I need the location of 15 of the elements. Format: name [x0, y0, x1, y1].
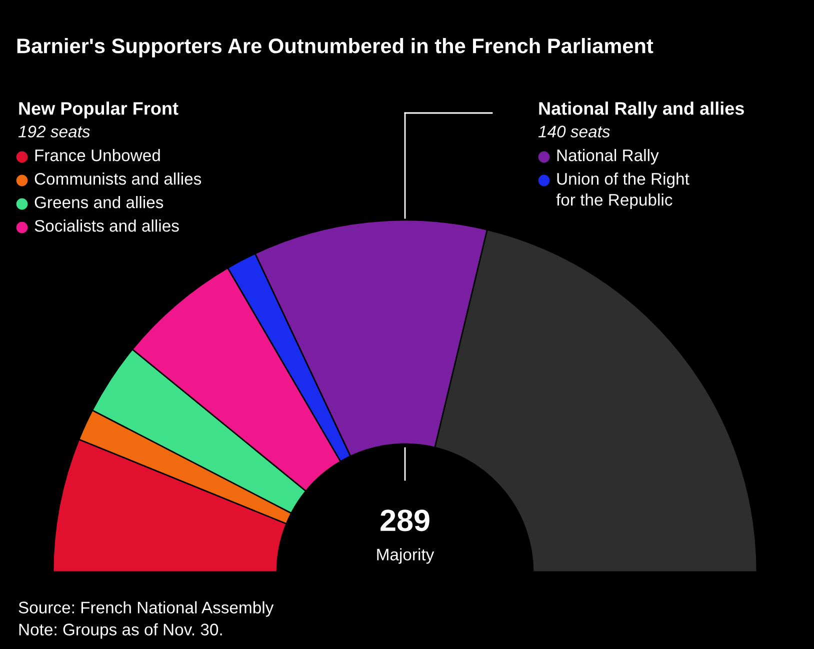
- source-note: Source: French National Assembly: [18, 601, 274, 617]
- text: National Rally and allies: [539, 102, 744, 118]
- text: Note: Groups as of Nov. 30.: [19, 623, 222, 639]
- legend-label: France Unbowed: [35, 149, 160, 162]
- legend-label: Greens and allies: [34, 196, 164, 208]
- text: New Popular Front: [19, 102, 178, 118]
- chart-title: Barnier's Supporters Are Outnumbered in the French Parliament: [17, 38, 654, 58]
- text: 140 seats: [538, 126, 610, 138]
- legend-label: Socialists and allies: [34, 220, 179, 232]
- legend-label: National Rally: [557, 149, 659, 165]
- text: Majority: [377, 548, 434, 564]
- text: 289: [380, 510, 430, 532]
- legend-label: Union of the Right for the Republic: [556, 172, 690, 210]
- text: 192 seats: [18, 126, 90, 138]
- legend-label: Communists and allies: [34, 172, 202, 185]
